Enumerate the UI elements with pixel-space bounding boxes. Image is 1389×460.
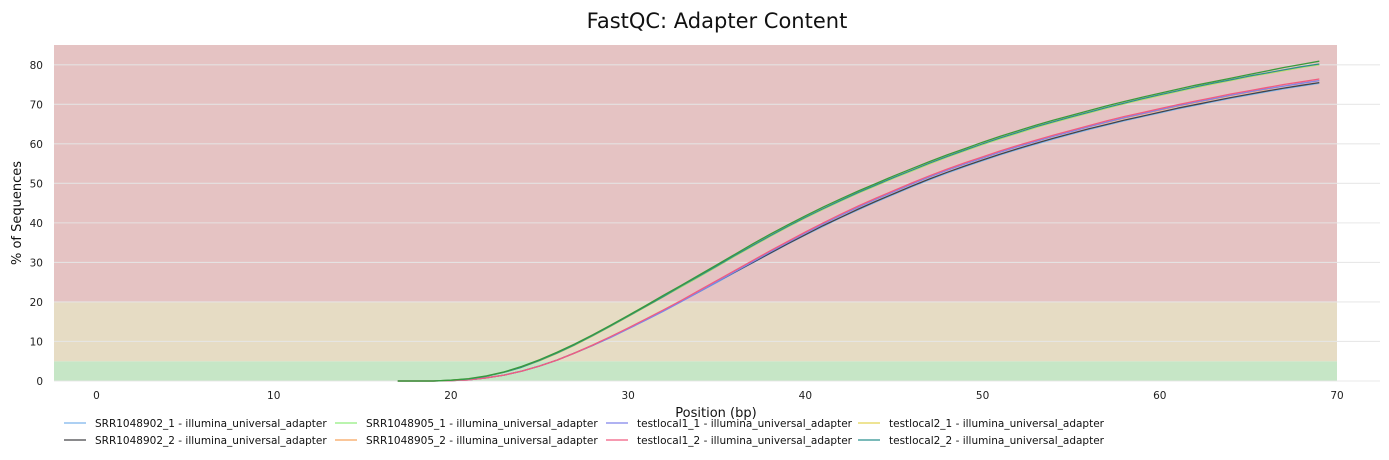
x-tick-label: 60 — [1153, 390, 1166, 402]
y-tick-label: 20 — [30, 297, 43, 309]
x-tick-label: 70 — [1330, 390, 1343, 402]
threshold-bands — [54, 45, 1337, 381]
x-tick-label: 10 — [267, 390, 280, 402]
legend-label: testlocal1_2 - illumina_universal_adapte… — [637, 435, 853, 447]
y-tick-label: 50 — [30, 178, 43, 190]
series-line-5 — [397, 78, 1320, 382]
x-tick-label: 20 — [444, 390, 457, 402]
y-tick-label: 80 — [30, 60, 43, 72]
y-tick-label: 70 — [30, 99, 43, 111]
legend-label: testlocal2_2 - illumina_universal_adapte… — [889, 435, 1105, 447]
x-axis-ticks: 0 10 20 30 40 50 60 70 — [93, 390, 1344, 402]
x-tick-label: 30 — [621, 390, 634, 402]
series-lines — [397, 60, 1320, 382]
legend-label: testlocal1_1 - illumina_universal_adapte… — [637, 418, 853, 430]
legend-label: SRR1048902_1 - illumina_universal_adapte… — [95, 418, 327, 430]
legend-label: testlocal2_1 - illumina_universal_adapte… — [889, 418, 1105, 430]
x-axis-label: Position (bp) — [675, 406, 756, 421]
threshold-band-1 — [54, 301, 1337, 362]
series-line-7 — [397, 63, 1320, 382]
y-axis-label: % of Sequences — [10, 161, 25, 265]
x-tick-label: 40 — [799, 390, 812, 402]
legend-label: SRR1048905_2 - illumina_universal_adapte… — [366, 435, 598, 447]
y-axis-ticks: 0 10 20 30 40 50 60 70 80 — [30, 60, 43, 388]
legend: SRR1048902_1 - illumina_universal_adapte… — [64, 418, 1105, 447]
y-tick-label: 10 — [30, 336, 43, 348]
series-line-8 — [397, 60, 1320, 382]
chart-title: FastQC: Adapter Content — [587, 9, 848, 33]
y-tick-label: 30 — [30, 257, 43, 269]
y-tick-label: 0 — [36, 376, 43, 388]
legend-label: SRR1048905_1 - illumina_universal_adapte… — [366, 418, 598, 430]
gridlines — [54, 64, 1380, 382]
x-tick-label: 0 — [93, 390, 100, 402]
x-tick-label: 50 — [976, 390, 989, 402]
legend-label: SRR1048902_2 - illumina_universal_adapte… — [95, 435, 327, 447]
y-tick-label: 60 — [30, 139, 43, 151]
threshold-band-2 — [54, 45, 1337, 302]
threshold-band-0 — [54, 361, 1337, 381]
y-tick-label: 40 — [30, 218, 43, 230]
